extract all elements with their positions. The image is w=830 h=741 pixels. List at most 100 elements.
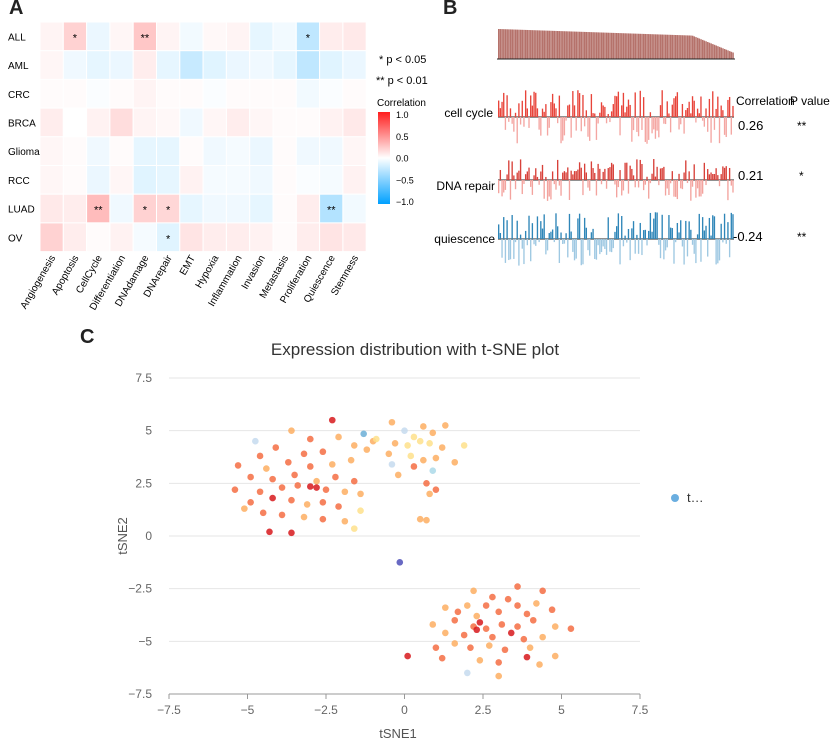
track-bar-down: [597, 117, 599, 124]
rank-bar: [595, 32, 598, 59]
track-bar-up: [565, 233, 567, 239]
track-bar-up: [631, 228, 633, 239]
rank-bar: [622, 33, 625, 59]
track-bar-down: [548, 180, 550, 197]
tsne-point: [551, 623, 559, 630]
track-bar-up: [551, 229, 554, 239]
tsne-point: [347, 456, 355, 464]
tsne-point: [451, 640, 459, 647]
track-bar-up: [614, 95, 616, 117]
rank-bar: [610, 32, 613, 59]
track-bar-up: [573, 105, 576, 117]
track-bar-up: [639, 90, 641, 117]
tsne-point: [385, 450, 393, 458]
rank-bar: [727, 50, 729, 59]
track-bar-up: [600, 102, 603, 117]
tsne-legend-dot[interactable]: [671, 494, 679, 502]
track-bar-down: [621, 180, 623, 196]
track-bar-up: [666, 101, 668, 117]
track-bar-down: [558, 239, 561, 263]
sig-legend-single: * p < 0.05: [379, 54, 426, 66]
track-bar-up: [622, 92, 625, 117]
rank-bar: [545, 30, 547, 59]
rank-bar: [627, 33, 630, 59]
track-bar-down: [707, 117, 709, 132]
track-bar-down: [575, 239, 577, 259]
track-bar-down: [501, 239, 503, 258]
tsne-point: [269, 494, 276, 502]
track-bar-up: [725, 166, 727, 180]
track-bar-up: [535, 92, 537, 117]
colorbar-tick-label: 0.0: [396, 154, 409, 164]
rank-bar: [594, 32, 596, 59]
track-bar-up: [577, 90, 579, 117]
track-bar-down: [518, 239, 520, 266]
tsne-point: [341, 517, 349, 525]
tsne-point: [514, 583, 521, 590]
heatmap-sig-mark: *: [166, 205, 171, 217]
corr-cell-cycle: 0.26: [738, 118, 763, 133]
track-bar-up: [717, 175, 719, 180]
tsne-point: [514, 623, 521, 630]
tsne-point: [476, 656, 484, 664]
heatmap-row-label: BRCA: [8, 118, 36, 129]
track-bar-down: [557, 117, 559, 124]
colorbar-ticks: 1.0 0.5 0.0 −0.5 −1.0: [396, 110, 414, 207]
tsne-point: [416, 437, 424, 445]
tsne-point: [332, 473, 339, 481]
rank-bar: [656, 34, 658, 59]
track-bar-up: [498, 100, 500, 117]
rank-bar: [518, 29, 520, 59]
track-bar-down: [543, 180, 545, 199]
track-bar-down: [666, 180, 668, 189]
rank-bar: [651, 34, 653, 59]
track-bar-up: [541, 228, 544, 239]
track-bar-up: [678, 173, 680, 180]
track-bar-up: [540, 221, 542, 239]
rank-bar: [599, 32, 601, 59]
track-bar-down: [619, 239, 621, 265]
track-bar-up: [506, 220, 508, 239]
rank-bar: [717, 46, 719, 59]
track-bar-down: [637, 180, 640, 188]
rank-bar: [676, 35, 679, 59]
track-bar-down: [563, 117, 566, 136]
rank-bar: [590, 32, 593, 59]
track-bar-up: [649, 212, 652, 239]
tsne-point: [495, 672, 503, 680]
track-bar-down: [680, 117, 682, 125]
tsne-x-tick-label: −7.5: [157, 703, 181, 717]
track-bar-up: [680, 220, 682, 239]
track-bar-up: [636, 159, 638, 180]
track-bar-down: [582, 239, 584, 265]
rank-bar: [602, 32, 605, 59]
tsne-point: [335, 433, 342, 441]
tsne-point: [464, 602, 471, 609]
track-bar-down: [718, 239, 721, 261]
track-bar-up: [710, 235, 712, 239]
track-bar-up: [728, 167, 731, 180]
track-bar-down: [619, 117, 621, 136]
tsne-legend-label[interactable]: t…: [687, 490, 704, 505]
track-bar-down: [698, 180, 700, 197]
track-bar-down: [605, 239, 608, 255]
rank-bar: [631, 33, 633, 59]
tsne-point: [404, 442, 411, 449]
tsne-point: [489, 633, 496, 641]
tsne-point: [410, 463, 418, 470]
rank-bar: [563, 31, 566, 59]
track-bar-up: [578, 162, 581, 180]
track-bar-down: [686, 239, 689, 257]
tsne-point: [247, 473, 254, 481]
track-bar-up: [617, 91, 620, 117]
tsne-point: [357, 507, 364, 515]
tsne-y-tick-label: −2.5: [128, 582, 152, 596]
track-bar-up: [524, 230, 527, 239]
rank-bar: [597, 32, 599, 59]
track-bar-up: [545, 176, 547, 180]
track-bar-down: [595, 180, 598, 196]
track-bar-down: [565, 117, 567, 121]
track-bar-down: [680, 180, 682, 189]
tsne-point: [256, 488, 264, 496]
track-bar-down: [703, 117, 706, 127]
